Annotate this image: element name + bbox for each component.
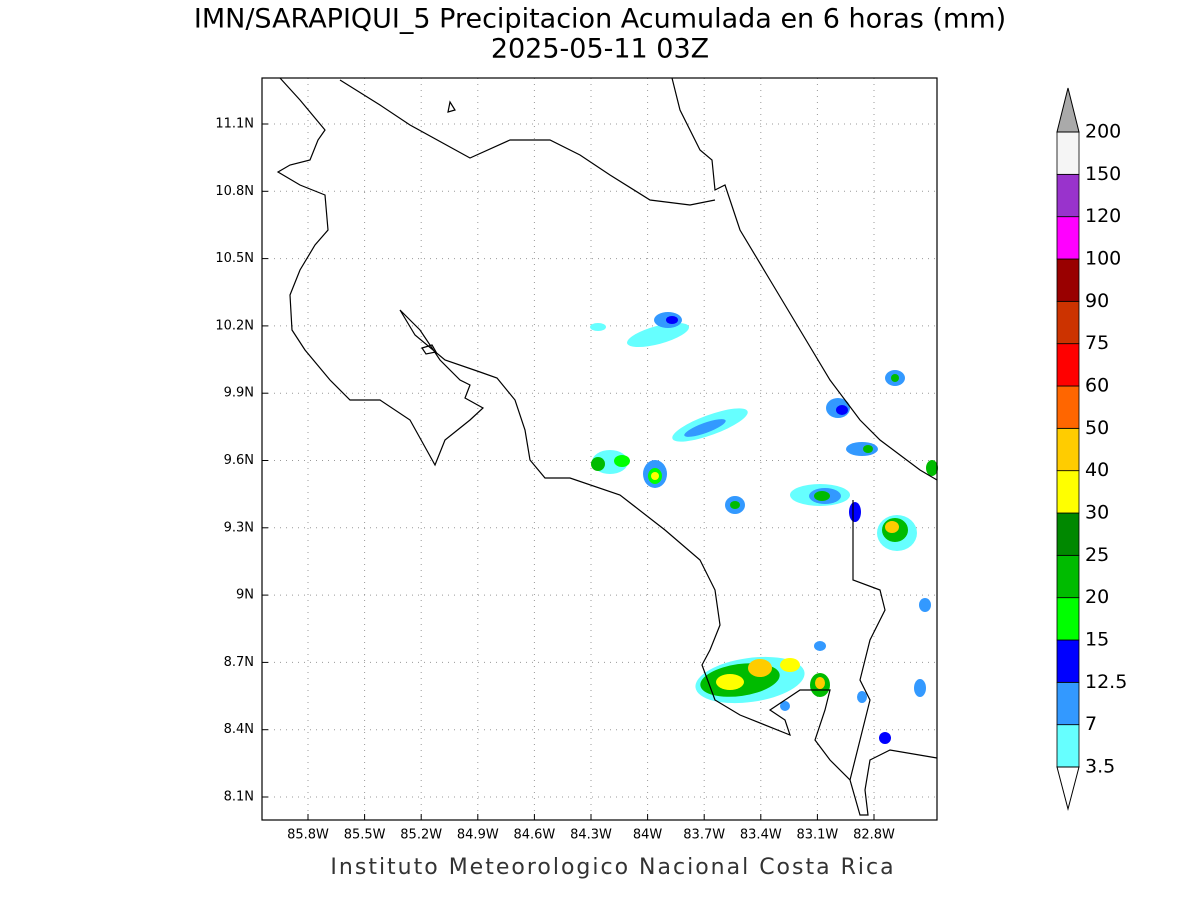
colorbar-band <box>1056 724 1080 768</box>
colorbar-band <box>1056 300 1080 345</box>
lon-tick-label: 84.3W <box>570 828 612 843</box>
colorbar-label: 12.5 <box>1085 671 1127 693</box>
lat-tick-label: 10.2N <box>215 318 254 333</box>
colorbar-label: 25 <box>1085 544 1109 566</box>
lon-tick-label: 82.8W <box>853 828 895 843</box>
lon-tick-label: 83.1W <box>796 828 838 843</box>
colorbar-label: 40 <box>1085 459 1109 481</box>
colorbar-under <box>1056 766 1080 811</box>
colorbar-label: 90 <box>1085 290 1109 312</box>
lon-tick-label: 84W <box>633 828 663 843</box>
colorbar-band <box>1056 385 1080 429</box>
colorbar-band <box>1056 512 1080 556</box>
coastline <box>276 77 938 816</box>
title: IMN/SARAPIQUI_5 Precipitacion Acumulada … <box>194 4 1006 35</box>
colorbar-band <box>1056 131 1080 175</box>
colorbar-band <box>1056 173 1080 218</box>
lon-tick-label: 83.4W <box>740 828 782 843</box>
lon-tick-label: 84.9W <box>457 828 499 843</box>
lat-tick-label: 8.4N <box>224 722 254 737</box>
lon-tick-label: 85.5W <box>344 828 386 843</box>
colorbar-over <box>1056 87 1080 133</box>
colorbar-label: 20 <box>1085 586 1109 608</box>
subtitle: 2025-05-11 03Z <box>491 34 709 65</box>
colorbar-label: 120 <box>1085 205 1121 227</box>
colorbar-label: 60 <box>1085 375 1109 397</box>
colorbar-band <box>1056 470 1080 514</box>
lat-tick-label: 10.5N <box>215 251 254 266</box>
colorbar-band <box>1056 427 1080 472</box>
lat-tick-label: 11.1N <box>215 117 254 132</box>
colorbar-band <box>1056 554 1080 599</box>
colorbar: 3.5 7 12.5 15 20 25 30 40 50 60 75 90 100 120 150 200 <box>1056 87 1127 811</box>
lat-tick-label: 9.6N <box>224 453 254 468</box>
map-frame <box>261 77 938 821</box>
lat-tick-label: 10.8N <box>215 184 254 199</box>
colorbar-label: 7 <box>1085 713 1097 735</box>
grid: 11.1N 10.8N 10.5N 10.2N 9.9N 9.6N 9.3N 9N 8.7N 8.… <box>215 78 937 843</box>
footer: Instituto Meteorologico Nacional Costa R… <box>330 855 895 880</box>
lon-tick-label: 84.6W <box>513 828 555 843</box>
colorbar-label: 3.5 <box>1085 756 1115 778</box>
lat-tick-label: 8.7N <box>224 655 254 670</box>
colorbar-band <box>1056 258 1080 302</box>
colorbar-band <box>1056 639 1080 683</box>
colorbar-label: 200 <box>1085 121 1121 143</box>
colorbar-band <box>1056 216 1080 260</box>
lon-tick-label: 83.7W <box>683 828 725 843</box>
colorbar-band <box>1056 343 1080 387</box>
lon-tick-label: 85.8W <box>287 828 329 843</box>
colorbar-label: 30 <box>1085 502 1109 524</box>
colorbar-band <box>1056 597 1080 641</box>
precipitation <box>590 312 938 744</box>
colorbar-label: 100 <box>1085 248 1121 270</box>
lat-tick-label: 8.1N <box>224 790 254 805</box>
colorbar-label: 150 <box>1085 163 1121 185</box>
lat-tick-label: 9.9N <box>224 386 254 401</box>
colorbar-label: 50 <box>1085 417 1109 439</box>
colorbar-label: 75 <box>1085 332 1109 354</box>
lon-tick-label: 85.2W <box>400 828 442 843</box>
lat-tick-label: 9N <box>236 588 254 603</box>
lat-tick-label: 9.3N <box>224 520 254 535</box>
colorbar-label: 15 <box>1085 629 1109 651</box>
colorbar-band <box>1056 681 1080 726</box>
